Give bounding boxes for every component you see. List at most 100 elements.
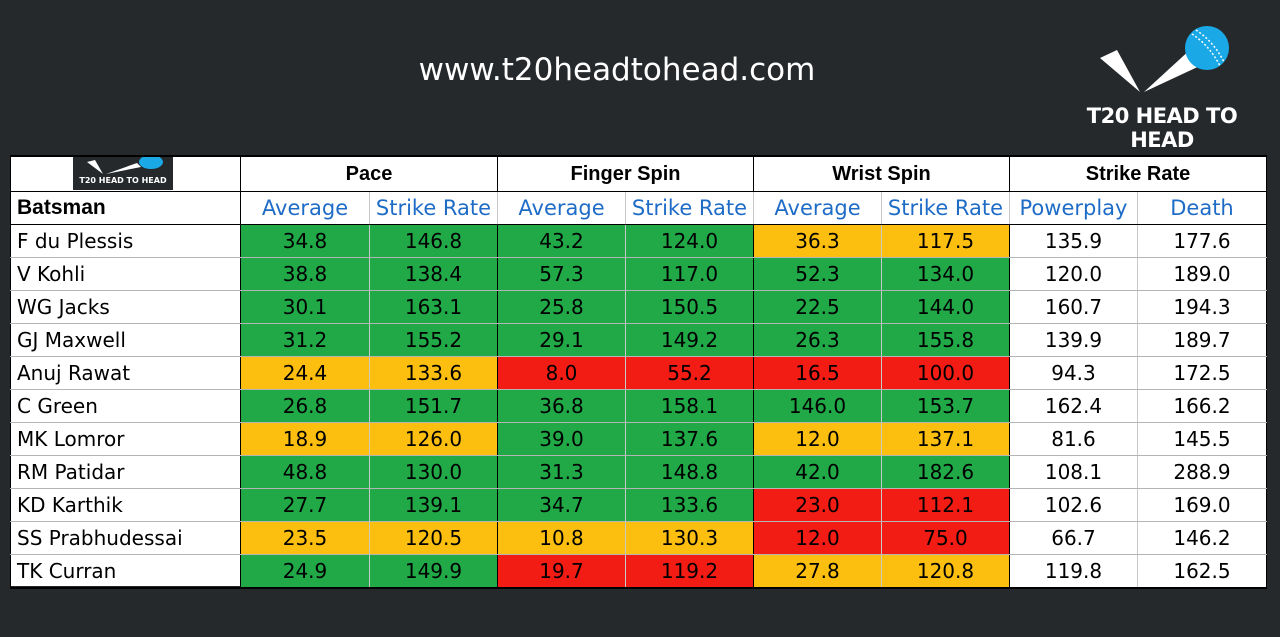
stat-cell: 182.6 xyxy=(881,455,1010,489)
stat-cell: 119.2 xyxy=(625,554,754,589)
stat-cell: 36.3 xyxy=(753,224,882,258)
stat-cell: 108.1 xyxy=(1009,455,1138,489)
stat-cell: 155.8 xyxy=(881,323,1010,357)
table-row: RM Patidar 48.8 130.0 31.3 148.8 42.0 182.6 108… xyxy=(10,455,1267,489)
stat-cell: 23.5 xyxy=(240,521,370,555)
cricket-ball-icon xyxy=(1100,26,1229,92)
stat-cell: 162.5 xyxy=(1137,554,1267,589)
table-row: TK Curran 24.9 149.9 19.7 119.2 27.8 120.8 119.… xyxy=(10,554,1267,589)
stat-cell: 34.8 xyxy=(240,224,370,258)
stat-cell: 153.7 xyxy=(881,389,1010,423)
table-row: GJ Maxwell 31.2 155.2 29.1 149.2 26.3 155.8 139… xyxy=(10,323,1267,357)
stat-cell: 23.0 xyxy=(753,488,882,522)
stat-cell: 130.3 xyxy=(625,521,754,555)
stat-cell: 24.9 xyxy=(240,554,370,589)
column-header: Average xyxy=(753,191,882,225)
stat-cell: 34.7 xyxy=(497,488,626,522)
stat-cell: 48.8 xyxy=(240,455,370,489)
stat-cell: 160.7 xyxy=(1009,290,1138,324)
stat-cell: 102.6 xyxy=(1009,488,1138,522)
stat-cell: 162.4 xyxy=(1009,389,1138,423)
stats-table-container: T20 HEAD TO HEAD Pace Finger Spin Wrist … xyxy=(10,155,1267,589)
column-header: Death xyxy=(1137,191,1267,225)
mini-logo-text: T20 HEAD TO HEAD xyxy=(79,176,167,185)
stat-cell: 66.7 xyxy=(1009,521,1138,555)
stat-cell: 146.0 xyxy=(753,389,882,423)
stat-cell: 146.2 xyxy=(1137,521,1267,555)
stat-cell: 163.1 xyxy=(369,290,498,324)
stat-cell: 36.8 xyxy=(497,389,626,423)
column-header: Average xyxy=(497,191,626,225)
stat-cell: 133.6 xyxy=(369,356,498,390)
stat-cell: 26.3 xyxy=(753,323,882,357)
column-header: Strike Rate xyxy=(625,191,754,225)
group-header-pace: Pace xyxy=(240,155,498,192)
table-row: WG Jacks 30.1 163.1 25.8 150.5 22.5 144.0 160.7… xyxy=(10,290,1267,324)
stat-cell: 150.5 xyxy=(625,290,754,324)
batsman-name: WG Jacks xyxy=(10,290,241,324)
stat-cell: 55.2 xyxy=(625,356,754,390)
stat-cell: 117.5 xyxy=(881,224,1010,258)
stat-cell: 112.1 xyxy=(881,488,1010,522)
brand-text: T20 HEAD TO HEAD xyxy=(1086,104,1238,152)
stat-cell: 169.0 xyxy=(1137,488,1267,522)
stat-cell: 151.7 xyxy=(369,389,498,423)
table-row: F du Plessis 34.8 146.8 43.2 124.0 36.3 117.5 1… xyxy=(10,224,1267,258)
stat-cell: 81.6 xyxy=(1009,422,1138,456)
stat-cell: 43.2 xyxy=(497,224,626,258)
site-url-title: www.t20headtohead.com xyxy=(418,52,816,88)
stat-cell: 25.8 xyxy=(497,290,626,324)
batsman-name: C Green xyxy=(10,389,241,423)
table-corner-logo: T20 HEAD TO HEAD xyxy=(10,155,241,192)
stat-cell: 137.6 xyxy=(625,422,754,456)
stat-cell: 146.8 xyxy=(369,224,498,258)
stat-cell: 94.3 xyxy=(1009,356,1138,390)
batsman-name: RM Patidar xyxy=(10,455,241,489)
table-row: C Green 26.8 151.7 36.8 158.1 146.0 153.7 162.4… xyxy=(10,389,1267,423)
stat-cell: 31.2 xyxy=(240,323,370,357)
batsman-name: F du Plessis xyxy=(10,224,241,258)
brand-logo: T20 HEAD TO HEAD xyxy=(1062,20,1262,152)
stat-cell: 12.0 xyxy=(753,422,882,456)
table-row: V Kohli 38.8 138.4 57.3 117.0 52.3 134.0 120.0 1… xyxy=(10,257,1267,291)
stat-cell: 120.8 xyxy=(881,554,1010,589)
stat-cell: 158.1 xyxy=(625,389,754,423)
group-header-finger-spin: Finger Spin xyxy=(497,155,754,192)
stat-cell: 26.8 xyxy=(240,389,370,423)
stat-cell: 24.4 xyxy=(240,356,370,390)
stat-cell: 126.0 xyxy=(369,422,498,456)
batsman-name: GJ Maxwell xyxy=(10,323,241,357)
stat-cell: 52.3 xyxy=(753,257,882,291)
batsman-name: V Kohli xyxy=(10,257,241,291)
stat-cell: 135.9 xyxy=(1009,224,1138,258)
stat-cell: 144.0 xyxy=(881,290,1010,324)
batsman-name: MK Lomror xyxy=(10,422,241,456)
mini-brand-logo: T20 HEAD TO HEAD xyxy=(73,157,173,190)
batsman-name: TK Curran xyxy=(10,554,241,589)
stat-cell: 139.9 xyxy=(1009,323,1138,357)
stat-cell: 149.2 xyxy=(625,323,754,357)
stat-cell: 30.1 xyxy=(240,290,370,324)
stat-cell: 189.7 xyxy=(1137,323,1267,357)
stat-cell: 27.8 xyxy=(753,554,882,589)
stat-cell: 18.9 xyxy=(240,422,370,456)
stat-cell: 172.5 xyxy=(1137,356,1267,390)
table-row: MK Lomror 18.9 126.0 39.0 137.6 12.0 137.1 81.6… xyxy=(10,422,1267,456)
table-row: SS Prabhudessai 23.5 120.5 10.8 130.3 12.0 75.… xyxy=(10,521,1267,555)
stat-cell: 189.0 xyxy=(1137,257,1267,291)
stats-table: T20 HEAD TO HEAD Pace Finger Spin Wrist … xyxy=(10,155,1267,589)
stat-cell: 177.6 xyxy=(1137,224,1267,258)
stat-cell: 133.6 xyxy=(625,488,754,522)
stat-cell: 130.0 xyxy=(369,455,498,489)
stat-cell: 138.4 xyxy=(369,257,498,291)
stat-cell: 31.3 xyxy=(497,455,626,489)
stat-cell: 120.0 xyxy=(1009,257,1138,291)
group-header-strike-rate: Strike Rate xyxy=(1009,155,1267,192)
stat-cell: 166.2 xyxy=(1137,389,1267,423)
stat-cell: 75.0 xyxy=(881,521,1010,555)
column-header: Average xyxy=(240,191,370,225)
stat-cell: 194.3 xyxy=(1137,290,1267,324)
stat-cell: 117.0 xyxy=(625,257,754,291)
stat-cell: 148.8 xyxy=(625,455,754,489)
column-header: Strike Rate xyxy=(881,191,1010,225)
